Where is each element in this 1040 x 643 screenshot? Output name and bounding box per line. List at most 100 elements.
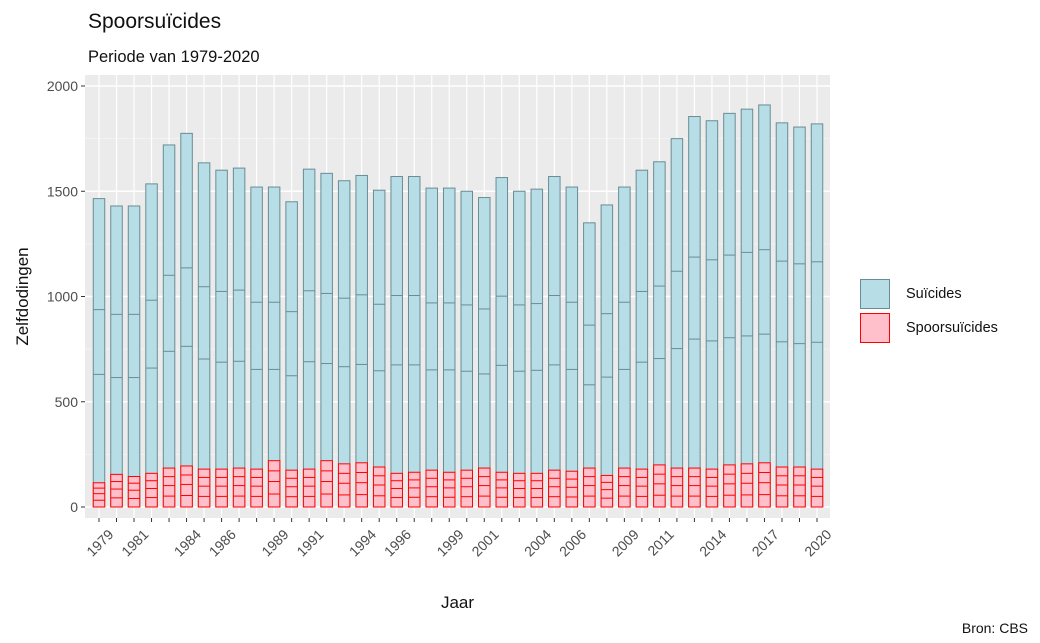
- bar-spoorsuicides: [372, 466, 386, 508]
- bar-spoorsuicides: [337, 463, 351, 508]
- bar-suicides: [92, 198, 106, 508]
- bar-suicides: [653, 161, 666, 508]
- bar-spoorsuicides: [302, 468, 316, 508]
- bar-spoorsuicides: [425, 469, 438, 508]
- legend-item-spoorsuicides: Spoorsuïcides: [860, 311, 998, 345]
- x-tick-label: 1989: [258, 526, 291, 559]
- bar-suicides: [758, 104, 771, 508]
- y-tick-label: 500: [55, 394, 79, 410]
- y-tick-label: 0: [70, 499, 78, 515]
- legend-label-suicides: Suïcides: [906, 286, 962, 302]
- bar-spoorsuicides: [635, 468, 649, 508]
- bar-suicides: [232, 167, 246, 508]
- bar-suicides: [320, 172, 333, 508]
- bar-suicides: [390, 176, 403, 508]
- bar-suicides: [478, 197, 491, 508]
- x-tick-label: 1981: [118, 526, 151, 559]
- bar-spoorsuicides: [285, 469, 298, 508]
- x-tick-label: 1996: [381, 526, 414, 559]
- bar-suicides: [180, 132, 193, 508]
- bar-suicides: [688, 116, 701, 508]
- bar-suicides: [372, 189, 386, 508]
- bar-spoorsuicides: [740, 463, 754, 508]
- bar-spoorsuicides: [705, 468, 719, 508]
- x-tick-label: 1979: [83, 526, 116, 559]
- bar-suicides: [407, 176, 421, 508]
- bar-spoorsuicides: [442, 471, 456, 508]
- legend: Suïcides Spoorsuïcides: [860, 277, 998, 345]
- bar-spoorsuicides: [775, 466, 789, 508]
- bar-spoorsuicides: [600, 474, 614, 508]
- bar-spoorsuicides: [407, 471, 421, 508]
- x-tick-label: 2020: [801, 526, 834, 559]
- x-tick-label: 1991: [293, 526, 326, 559]
- y-tick-label: 1000: [47, 289, 78, 305]
- bar-spoorsuicides: [793, 466, 806, 508]
- x-tick-label: 2017: [749, 526, 782, 559]
- y-axis-title: Zelfdodingen: [13, 247, 32, 345]
- bar-spoorsuicides: [653, 464, 666, 508]
- bar-suicides: [215, 169, 228, 508]
- bar-spoorsuicides: [618, 467, 631, 508]
- bar-spoorsuicides: [162, 467, 176, 508]
- x-axis-title: Jaar: [441, 593, 474, 612]
- bar-spoorsuicides: [320, 460, 333, 508]
- x-tick-label: 2001: [468, 526, 501, 559]
- bar-suicides: [285, 201, 298, 508]
- bar-spoorsuicides: [232, 467, 246, 508]
- x-tick-label: 2006: [556, 526, 589, 559]
- bar-spoorsuicides: [688, 467, 701, 508]
- bar-suicides: [705, 120, 719, 508]
- bar-suicides: [775, 122, 789, 508]
- y-tick-label: 2000: [47, 78, 78, 94]
- bar-suicides: [810, 123, 824, 508]
- bar-suicides: [548, 176, 561, 508]
- chart-title: Spoorsuïcides: [88, 10, 222, 33]
- x-tick-label: 2004: [521, 526, 554, 559]
- bar-suicides: [127, 205, 141, 508]
- bar-suicides: [565, 186, 579, 508]
- x-tick-label: 2014: [696, 526, 729, 559]
- bar-suicides: [670, 138, 684, 508]
- bar-suicides: [618, 186, 631, 508]
- chart-subtitle: Periode van 1979-2020: [88, 48, 260, 66]
- bar-spoorsuicides: [180, 465, 193, 508]
- bar-spoorsuicides: [478, 467, 491, 508]
- bar-spoorsuicides: [267, 460, 281, 508]
- y-tick-label: 1500: [47, 183, 78, 199]
- bar-spoorsuicides: [355, 462, 368, 508]
- bar-suicides: [740, 108, 754, 508]
- bar-spoorsuicides: [530, 472, 544, 508]
- bar-spoorsuicides: [495, 471, 509, 508]
- bar-spoorsuicides: [145, 472, 158, 508]
- x-tick-label: 1984: [171, 526, 204, 559]
- bar-spoorsuicides: [215, 468, 228, 508]
- bar-spoorsuicides: [565, 470, 579, 508]
- bar-suicides: [460, 190, 474, 508]
- bar-suicides: [355, 174, 368, 508]
- bar-suicides: [110, 205, 123, 508]
- bar-suicides: [442, 187, 456, 508]
- bar-spoorsuicides: [250, 468, 263, 508]
- bar-suicides: [162, 144, 176, 508]
- bar-spoorsuicides: [110, 473, 123, 508]
- x-tick-label: 2011: [644, 526, 677, 559]
- x-tick-label: 1986: [206, 526, 239, 559]
- bar-suicides: [302, 168, 316, 508]
- bar-spoorsuicides: [390, 472, 403, 508]
- bar-spoorsuicides: [460, 469, 474, 508]
- bar-spoorsuicides: [548, 469, 561, 508]
- bar-suicides: [793, 126, 806, 508]
- x-tick-label: 1999: [433, 526, 466, 559]
- bar-suicides: [583, 222, 596, 508]
- bar-suicides: [337, 180, 351, 508]
- bar-suicides: [425, 187, 438, 508]
- bar-suicides: [513, 190, 526, 508]
- bar-suicides: [250, 186, 263, 508]
- bar-spoorsuicides: [127, 475, 141, 508]
- bar-suicides: [530, 188, 544, 508]
- x-tick-label: 1994: [346, 526, 379, 559]
- legend-key-spoorsuicides: [860, 313, 890, 343]
- source-caption: Bron: CBS: [961, 620, 1028, 636]
